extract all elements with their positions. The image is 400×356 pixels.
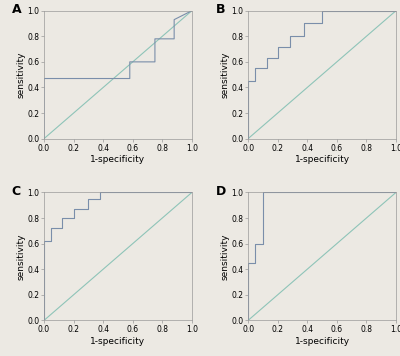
X-axis label: 1-specificity: 1-specificity — [90, 155, 146, 164]
X-axis label: 1-specificity: 1-specificity — [294, 337, 350, 346]
Text: A: A — [12, 3, 21, 16]
Y-axis label: sensitivity: sensitivity — [221, 51, 230, 98]
Text: D: D — [216, 185, 226, 198]
Y-axis label: sensitivity: sensitivity — [221, 233, 230, 280]
X-axis label: 1-specificity: 1-specificity — [294, 155, 350, 164]
Text: C: C — [12, 185, 20, 198]
Text: B: B — [216, 3, 225, 16]
Y-axis label: sensitivity: sensitivity — [17, 51, 26, 98]
Y-axis label: sensitivity: sensitivity — [17, 233, 26, 280]
X-axis label: 1-specificity: 1-specificity — [90, 337, 146, 346]
